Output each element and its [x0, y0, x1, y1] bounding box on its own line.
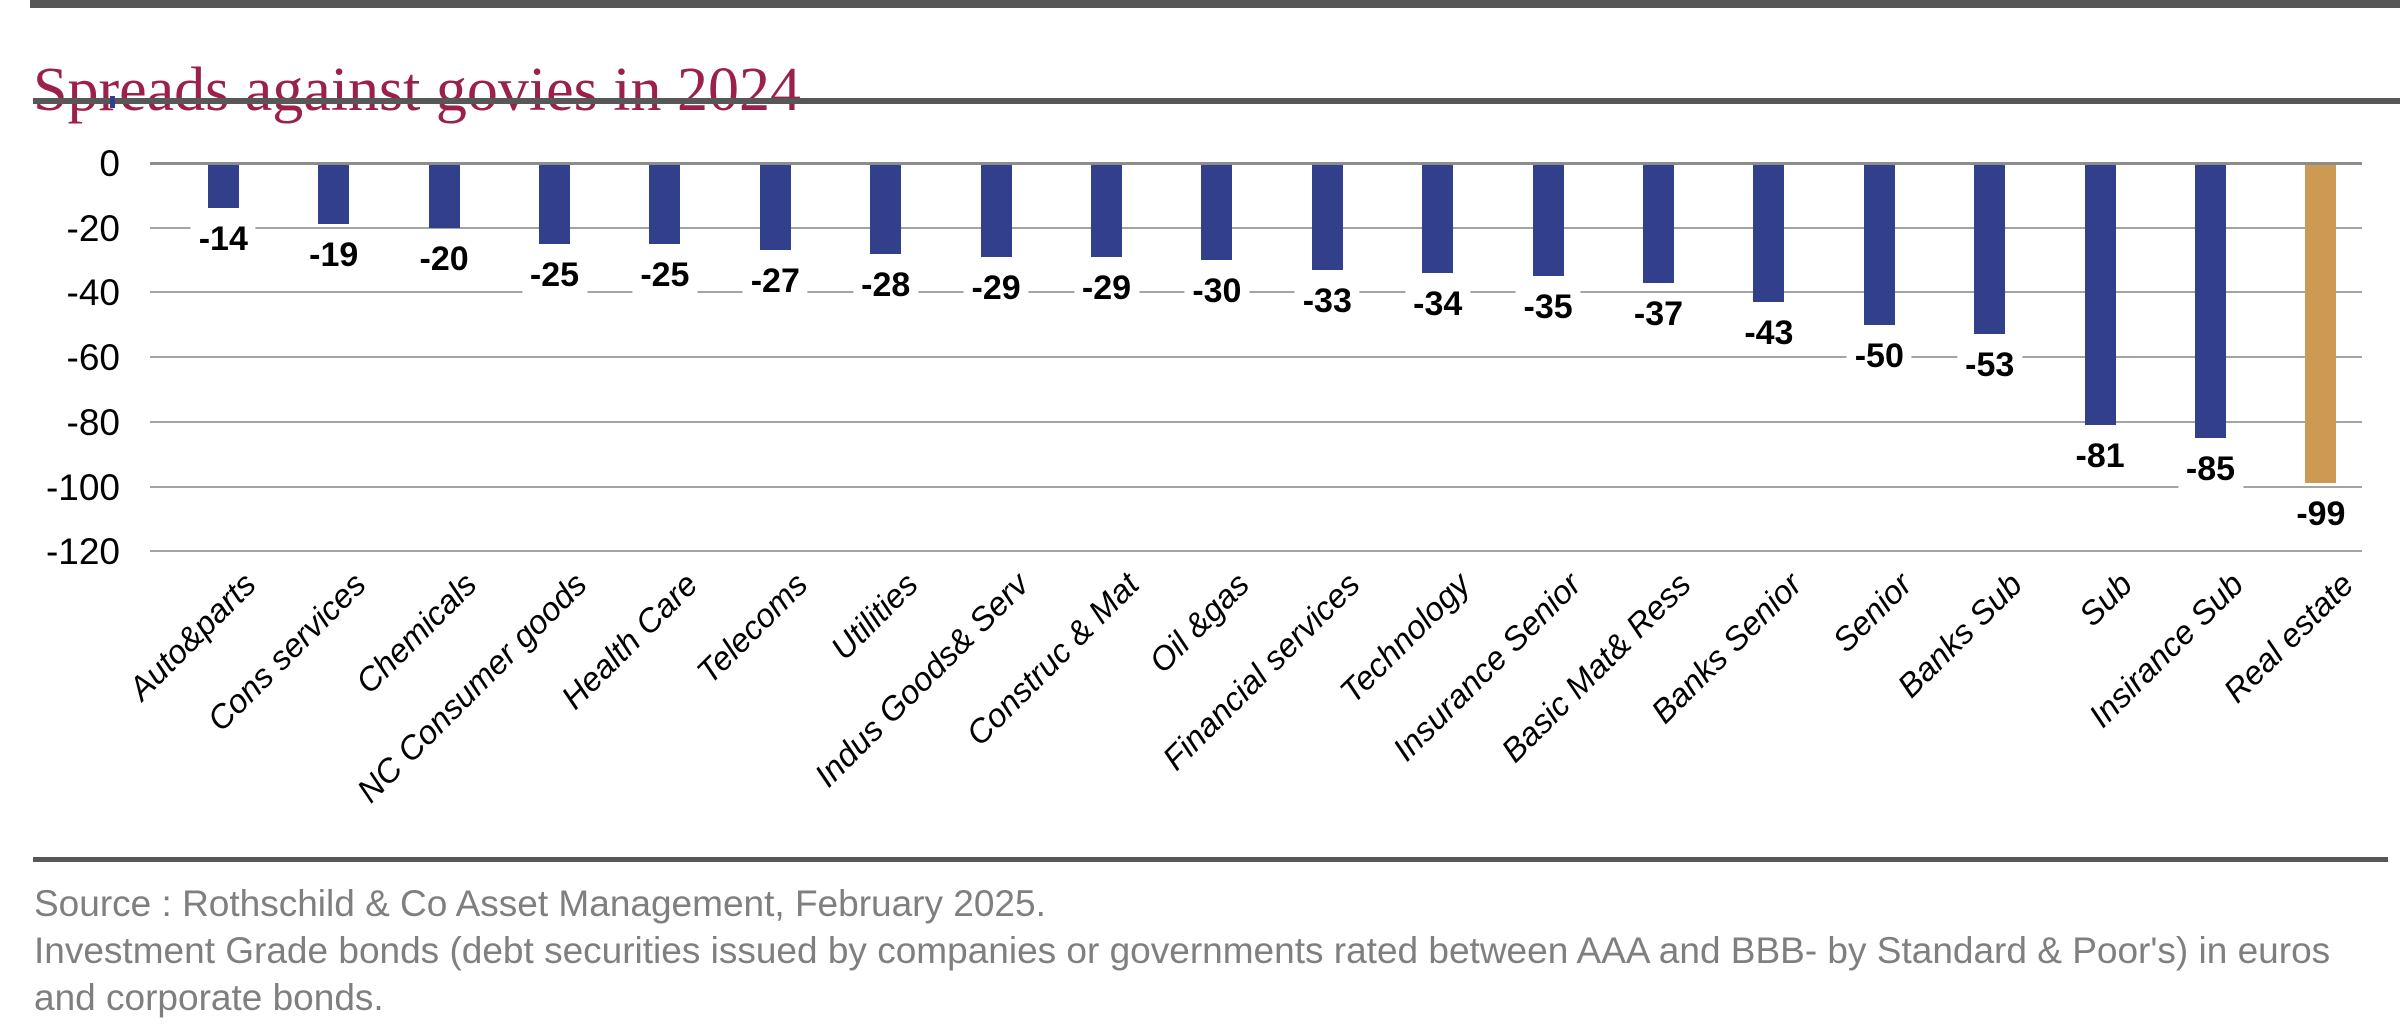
- data-label: -35: [1515, 286, 1581, 329]
- bar-chart-plot-area: 0 -20 -40 -60 -80 -100 -120 -14 -19 -20 -25 -25 -27 -…: [45, 143, 2362, 809]
- bar-nc-consumer-goods: [539, 164, 570, 244]
- bar-construc-mat: [1091, 164, 1122, 257]
- footer-separator-rule: [33, 857, 2388, 862]
- gridline: [150, 485, 2362, 488]
- bar-banks-senior: [1753, 164, 1785, 303]
- gridline: [150, 291, 2362, 294]
- category-label: Telecoms: [689, 565, 815, 691]
- data-label: -14: [190, 218, 256, 261]
- bar-auto-parts: [207, 164, 239, 209]
- category-label: Basic Mat& Ress: [1494, 565, 1698, 770]
- category-label: Insurance Senior: [1384, 565, 1588, 768]
- gridline: [150, 550, 2362, 553]
- data-label: -25: [632, 253, 698, 296]
- bar-health-care: [649, 164, 681, 244]
- bar-technology: [1422, 164, 1454, 273]
- y-axis-tick-label: -20: [66, 207, 120, 249]
- category-label: Sub: [2071, 565, 2140, 633]
- data-label: -37: [1625, 292, 1692, 335]
- data-label: -29: [1073, 266, 1140, 309]
- category-label: Senior: [1825, 565, 1919, 659]
- y-axis-tick-label: 0: [99, 143, 120, 184]
- data-label: -43: [1736, 312, 1802, 355]
- bar-basic-mat-ress: [1643, 164, 1674, 283]
- axis-tick-artifact: [110, 96, 115, 108]
- data-label: -27: [742, 260, 808, 303]
- category-label: Financial services: [1155, 565, 1367, 777]
- data-label: -85: [2177, 447, 2244, 490]
- data-label: -30: [1184, 270, 1250, 313]
- gridline: [150, 420, 2362, 423]
- bar-indus-goods-serv: [980, 164, 1012, 257]
- data-label: -20: [411, 237, 477, 280]
- y-axis-tick-label: -40: [66, 272, 120, 314]
- bar-telecoms: [759, 164, 791, 251]
- bar-sub: [2084, 164, 2116, 426]
- bar-oil-gas: [1201, 164, 1233, 261]
- data-label: -33: [1294, 279, 1360, 322]
- top-rule: [30, 0, 2400, 8]
- title-underline-rule: [33, 98, 2400, 104]
- data-label: -29: [963, 266, 1029, 309]
- y-axis-tick-label: -60: [66, 337, 120, 379]
- bar-banks-sub: [1974, 164, 2006, 335]
- bar-utilities: [870, 164, 902, 254]
- bar-financial-services: [1311, 164, 1343, 270]
- bar-real-estate: [2305, 164, 2337, 484]
- bar-chemicals: [428, 164, 460, 228]
- chart-title: Spreads against govies in 2024: [33, 55, 802, 124]
- y-axis-tick-label: -120: [45, 531, 120, 573]
- bar-senior: [1863, 164, 1895, 325]
- gridline: [150, 356, 2362, 359]
- y-axis-tick-label: -80: [66, 401, 120, 443]
- gridline: [150, 226, 2362, 229]
- bar-insirance-sub: [2195, 164, 2226, 438]
- data-label: -53: [1957, 344, 2023, 387]
- category-label: Oil &gas: [1142, 565, 1257, 680]
- source-line: Source : Rothschild & Co Asset Managemen…: [34, 883, 1046, 924]
- category-label: Indus Goods& Serv: [807, 565, 1036, 794]
- data-label: -99: [2288, 493, 2354, 536]
- bar-cons-services: [318, 164, 350, 225]
- footnote-line-2: and corporate bonds.: [34, 977, 384, 1018]
- footnote-line-1: Investment Grade bonds (debt securities …: [34, 930, 2331, 971]
- y-axis-tick-label: -100: [45, 466, 120, 508]
- category-label: Utilities: [823, 565, 926, 667]
- data-label: -28: [853, 263, 919, 306]
- source-footnote: Source : Rothschild & Co Asset Managemen…: [34, 880, 2380, 1021]
- data-label: -81: [2067, 435, 2133, 478]
- data-label: -50: [1846, 334, 1912, 377]
- bar-insurance-senior: [1532, 164, 1564, 277]
- data-label: -25: [521, 253, 588, 296]
- data-label: -34: [1405, 282, 1471, 325]
- zero-gridline: [150, 161, 2362, 165]
- data-label: -19: [301, 234, 367, 277]
